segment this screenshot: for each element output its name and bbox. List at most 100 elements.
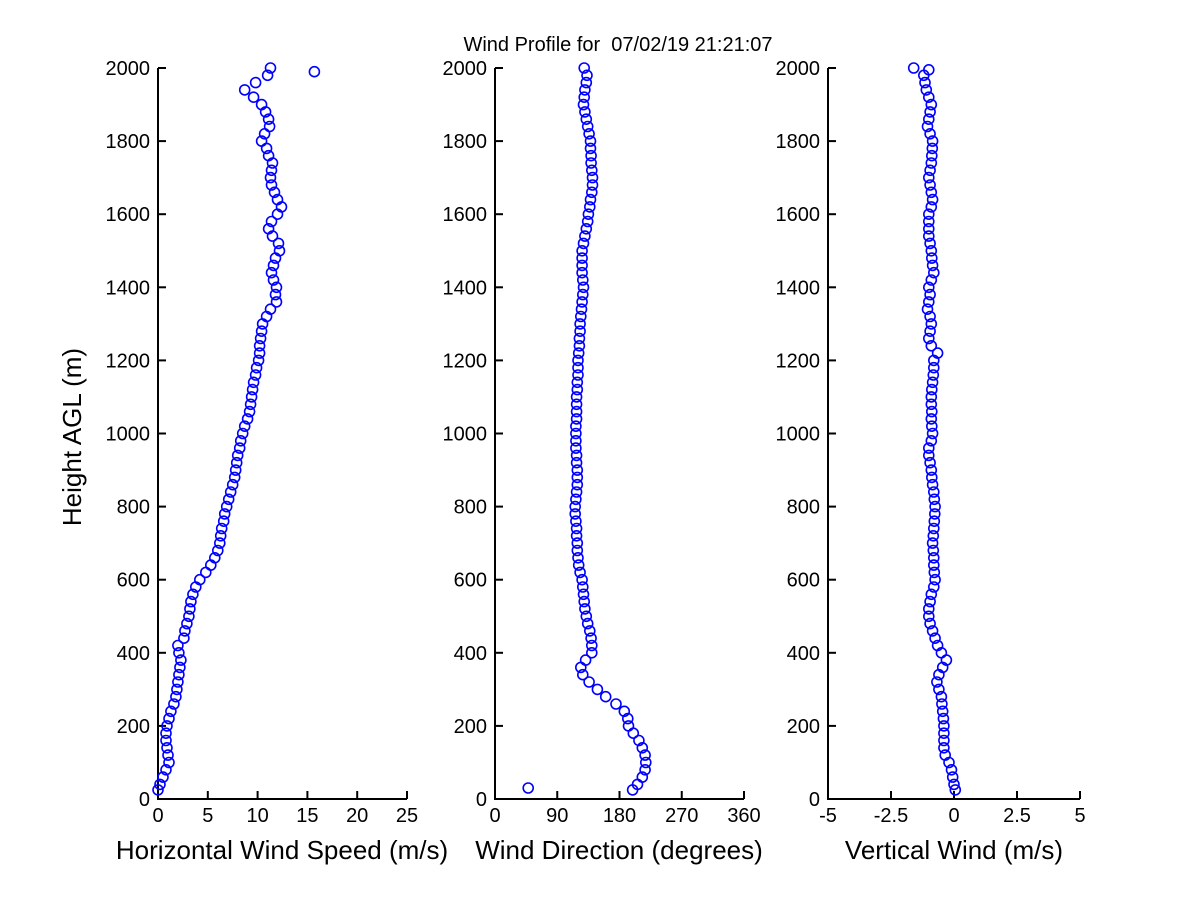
data-point [571,383,584,396]
data-point [212,544,224,557]
data-point [575,303,588,316]
data-point [175,654,187,666]
data-point [576,274,589,286]
data-point [925,201,938,213]
x-axis-label-wind-direction: Wind Direction (degrees) [475,835,763,865]
data-point [233,442,246,454]
data-point [927,361,940,374]
data-point [599,690,612,703]
data-point [174,661,186,674]
x-tick-label: 15 [296,805,318,827]
data-point [265,164,278,177]
data-point [572,551,584,564]
data-point [927,551,940,564]
y-tick-label: 1000 [443,424,488,446]
subplot-middle: 0 200 400 600 800 1000 1200 1400 1600 1800 2000 0 90… [443,58,761,827]
data-point [267,259,280,272]
data-point [925,157,938,169]
data-point [924,237,936,250]
data-point [922,215,935,228]
y-tick-label: 1600 [776,204,821,226]
data-point [579,654,592,666]
data-point [921,120,934,133]
y-tick-label: 1800 [443,131,488,153]
data-point [160,734,172,747]
data-point [925,398,938,411]
data-point [247,91,260,103]
data-point [925,405,938,418]
data-point [570,515,582,528]
data-point [922,91,935,103]
data-point [639,763,651,776]
x-tick-label: 90 [546,805,568,827]
data-point [194,573,206,586]
data-point [576,296,588,308]
data-point [584,135,597,147]
data-point [264,62,277,74]
data-point [627,727,640,740]
data-point [924,164,936,177]
data-point [922,171,935,184]
x-tick-label: 0 [152,805,163,827]
data-point [929,573,941,586]
y-tick-label: 1600 [443,204,488,226]
data-point [925,274,938,286]
data-point [931,347,944,359]
data-point [178,632,190,645]
data-point [585,186,598,199]
y-tick-label: 2000 [106,58,151,80]
data-point [244,398,257,411]
data-point [580,76,593,89]
data-point [263,120,276,133]
data-point [576,245,588,257]
data-point [570,493,582,506]
data-point [254,332,267,345]
data-point [214,537,226,549]
data-point [179,625,191,637]
data-point [243,405,256,418]
data-point [929,632,941,645]
y-tick-label: 1600 [106,204,151,226]
data-point [925,588,938,601]
data-point [262,113,275,125]
data-point [924,288,936,301]
data-point [576,581,589,593]
data-point [924,310,936,323]
data-point [570,391,583,403]
data-points-left [152,62,321,796]
data-point [220,500,233,513]
data-point [925,434,938,447]
data-point [581,215,594,228]
data-point [265,179,278,191]
data-point [949,784,962,796]
x-tick-label: 5 [1074,805,1085,827]
data-point [591,683,604,696]
data-point [241,413,254,425]
data-point [154,778,166,791]
axis-spines [157,68,407,800]
data-point [935,690,948,703]
data-point [925,420,938,433]
data-point [172,639,184,652]
data-point [570,442,582,454]
data-point [585,639,598,652]
y-axis-label: Height AGL (m) [57,348,87,526]
y-tick-label: 600 [117,570,150,592]
data-point [919,76,931,89]
data-point [581,69,593,82]
data-point [922,449,935,462]
data-point [273,245,286,257]
y-tick-label: 1800 [106,131,151,153]
data-point [236,427,249,440]
data-point [171,683,183,696]
y-tick-label: 1400 [106,277,151,299]
data-point [187,588,199,601]
data-point [586,171,599,184]
data-point [924,106,936,118]
y-tick-label: 2000 [443,58,488,80]
data-point [924,179,936,191]
data-point [572,347,585,359]
data-point [228,471,241,484]
data-point [574,310,587,323]
